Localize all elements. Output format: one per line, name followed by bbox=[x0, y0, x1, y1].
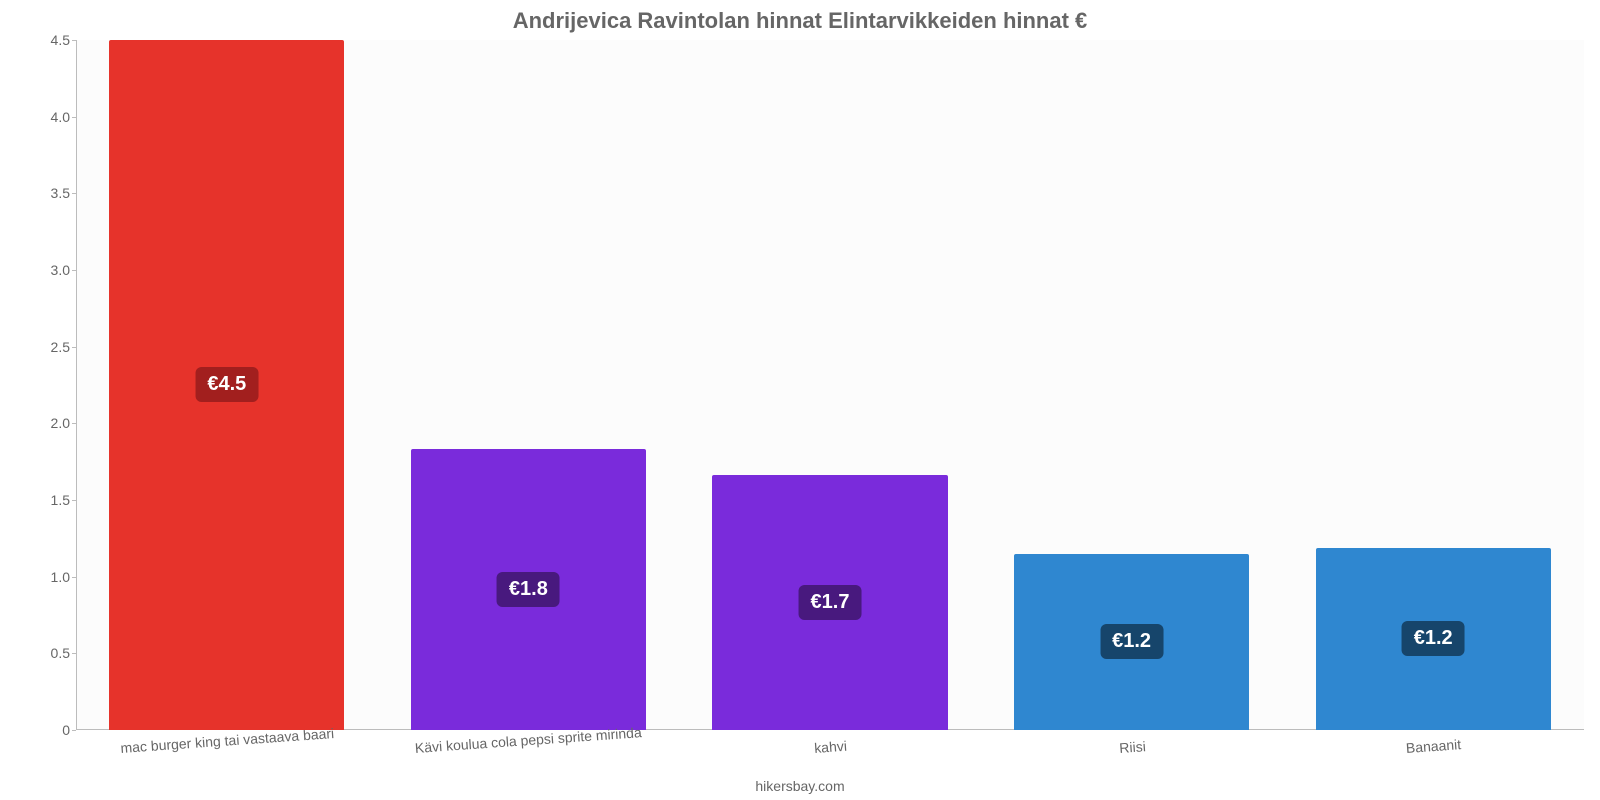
bar-value-label: €1.2 bbox=[1100, 624, 1163, 659]
y-tick-label: 3.5 bbox=[40, 185, 70, 201]
y-tick-label: 2.5 bbox=[40, 339, 70, 355]
plot-area: €4.5 €1.8 €1.7 €1.2 €1.2 bbox=[76, 40, 1584, 730]
y-tick-label: 2.0 bbox=[40, 415, 70, 431]
bar-value-label: €4.5 bbox=[195, 367, 258, 402]
y-tick-label: 4.5 bbox=[40, 32, 70, 48]
y-tick-label: 4.0 bbox=[40, 109, 70, 125]
bar-value-label: €1.7 bbox=[799, 585, 862, 620]
x-tick-label: Riisi bbox=[1118, 738, 1146, 756]
y-tick-label: 0 bbox=[40, 722, 70, 738]
x-tick-label: kahvi bbox=[814, 738, 848, 756]
chart-container: Andrijevica Ravintolan hinnat Elintarvik… bbox=[0, 0, 1600, 800]
bars-group: €4.5 €1.8 €1.7 €1.2 €1.2 bbox=[76, 40, 1584, 730]
y-tick-label: 0.5 bbox=[40, 645, 70, 661]
credit-text: hikersbay.com bbox=[0, 778, 1600, 794]
y-tick-label: 3.0 bbox=[40, 262, 70, 278]
bar-value-label: €1.8 bbox=[497, 572, 560, 607]
y-tick-label: 1.0 bbox=[40, 569, 70, 585]
y-tick-label: 1.5 bbox=[40, 492, 70, 508]
bar-value-label: €1.2 bbox=[1402, 621, 1465, 656]
y-tick-mark bbox=[72, 730, 76, 731]
x-tick-label: Banaanit bbox=[1406, 736, 1462, 756]
chart-title: Andrijevica Ravintolan hinnat Elintarvik… bbox=[0, 8, 1600, 34]
